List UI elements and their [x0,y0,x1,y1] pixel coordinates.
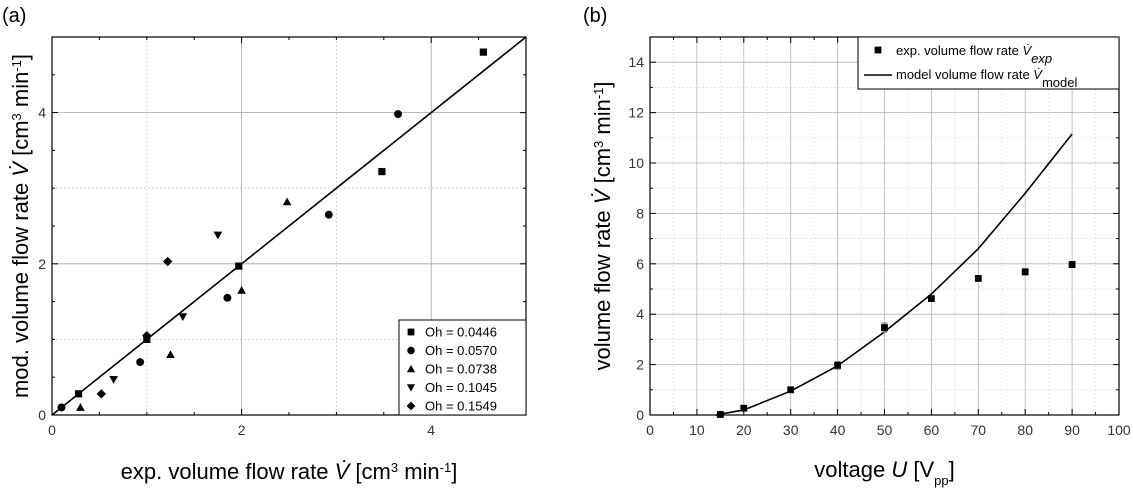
panel-b-y-tick-label: 4 [636,306,644,322]
panel-a-y-tick-label: 2 [38,256,46,272]
panel-b-y-tick-label: 8 [636,205,644,221]
panel-a-data-point [96,389,106,399]
panel-a-data-point [235,262,243,270]
panel-b-grid [650,37,1119,415]
panel-a-legend-label: Oh = 0.1549 [425,399,497,414]
panel-a-data-point [479,48,487,56]
panel-a-data-point [394,110,402,119]
panel-a-data-point [76,403,85,411]
panel-a-data-point [166,350,175,358]
panel-b-y-tick-label: 2 [636,357,644,373]
panel-b-y-tick-label: 6 [636,256,644,272]
panel-b-y-tick-label: 14 [628,54,644,70]
panel-a-legend-marker [406,401,416,411]
panel-b-legend-box [857,36,1120,90]
panel-a-legend-marker [406,384,416,392]
panel-a-series-2 [76,197,292,411]
panel-b-x-axis-title: voltage U [Vpp] [814,457,954,488]
panel-b-x-tick-label: 100 [1107,422,1131,438]
panel-b-x-tick-label: 50 [877,422,893,438]
panel-b-y-tick-label: 10 [628,155,644,171]
panel-b-data-point [1021,268,1029,276]
panel-a-x-tick-label: 4 [427,422,435,438]
panel-a-data-point [378,167,386,176]
panel-b-label: (b) [583,5,607,27]
panel-b-legend-label-exp: exp. volume flow rate V̇exp [896,43,1052,66]
panel-b-x-tick-label: 90 [1064,422,1080,438]
panel-b-x-tick-label: 30 [783,422,799,438]
panel-a-y-tick-label: 0 [38,407,46,423]
panel-a-data-point [282,197,292,206]
panel-a-legend: Oh = 0.0446 Oh = 0.0570 Oh = 0.0738 Oh = 0.… [398,319,527,416]
panel-b-x-tick-label: 40 [830,422,846,438]
panel-a-data-point [223,293,232,302]
panel-b-data-point [740,404,748,412]
panel-a-label: (a) [2,5,26,27]
panel-b-data-point [928,295,935,302]
panel-b-x-tick-label: 20 [736,422,752,438]
panel-b-x-tick-label: 80 [1017,422,1033,438]
panel-a-data-point [109,376,118,384]
panel-b-data-point [716,411,724,418]
panel-a-legend-label: Oh = 0.0738 [425,362,497,377]
panel-b-x-tick-label: 60 [924,422,940,438]
panel-a-y-tick-label: 4 [38,105,46,121]
panel-b-y-tick-label: 0 [636,407,644,423]
panel-b-legend-label-model: model volume flow rate V̇model [896,67,1077,90]
panel-a-data-point [136,358,145,367]
panel-b-y-axis-title: volume flow rate V̇ [cm3 min-1] [590,81,615,370]
panel-a-legend-label: Oh = 0.1045 [425,380,497,395]
panel-a-x-axis-title: exp. volume flow rate V̇ [cm3 min-1] [121,459,458,484]
panel-a-data-point [213,231,223,240]
panel-b-data-point [881,324,888,331]
panel-a-data-point [162,256,173,267]
panel-b-data-point [974,275,982,282]
panel-a-x-tick-label: 2 [238,422,246,438]
panel-a-reference-line [51,36,527,416]
panel-b-y-tick-label: 12 [628,105,644,121]
panel-b-x-tick-label: 10 [689,422,705,438]
panel-a-data-point [178,313,188,322]
panel-b-data-point [1068,261,1076,268]
panel-a-legend-label: Oh = 0.0570 [425,343,497,358]
panel-b-x-tick-label: 0 [646,422,654,438]
panel-a-series-1 [57,110,402,412]
panel-a-series-3 [109,231,223,384]
panel-a-legend-marker [407,346,415,355]
panel-a-series-4 [96,256,173,399]
panel-a-data-point [57,403,66,412]
panel-a-data-point [74,390,83,398]
panel-a-legend-label: Oh = 0.0446 [425,325,497,340]
panel-a-data-point [142,330,152,341]
panel-a-x-tick-label: 0 [48,422,56,438]
panel-a-y-axis-title: mod. volume flow rate V̇ [cm3 min-1] [8,54,33,398]
panel-a-legend-box [398,319,527,416]
panel-b-data-point [787,386,795,394]
panel-b-legend-marker [874,46,882,54]
panel-a-legend-marker [406,364,416,373]
panel-b-line-chart: 0 10 20 30 40 50 60 70 80 90 100 0 2 4 6 8 10 12 14 exp. vo… [583,5,1131,488]
panel-b-exp-series [716,261,1076,418]
panel-a-legend-marker [407,328,415,336]
panel-b-x-tick-label: 70 [971,422,987,438]
panel-b-model-line [715,133,1073,416]
panel-a-data-point [237,285,246,294]
panel-b-data-point [834,361,841,369]
panel-a-data-point [324,210,333,219]
